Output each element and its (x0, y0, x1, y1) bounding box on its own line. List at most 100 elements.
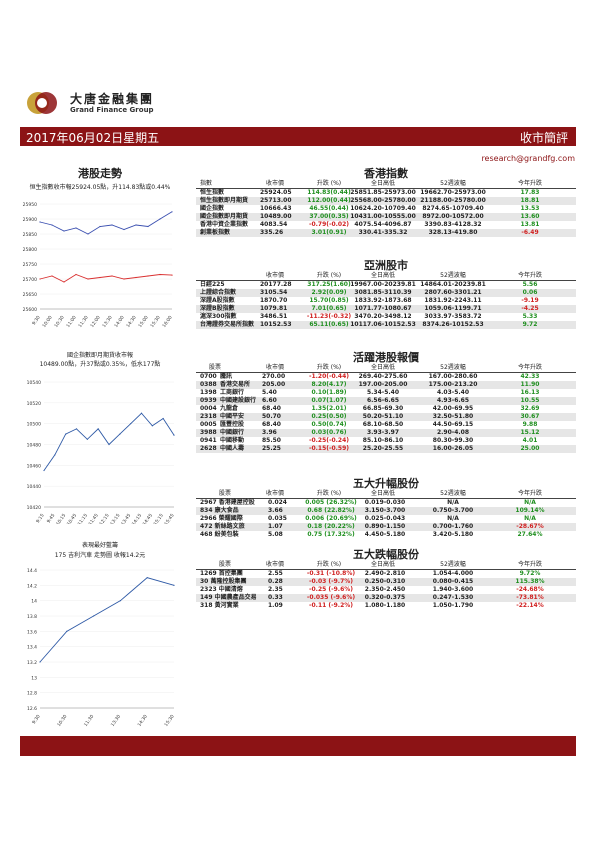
data-point (111, 224, 113, 226)
data-point (87, 278, 89, 280)
cell-change: 0.005 (26.32%) (305, 499, 357, 506)
cell-name: 國企指數即月期貨 (200, 213, 249, 220)
table-row: 日經225 20177.28 317.25(1.60) 19967.00-20239.… (196, 281, 576, 289)
data-point (65, 433, 67, 435)
header-cell: 升跌 (%) (316, 490, 342, 497)
cell-day-range: 0.320-0.375 (364, 594, 406, 601)
cell-52w-range: 32.50-51.80 (432, 413, 474, 420)
cell-name: 工商銀行 (220, 389, 245, 396)
cell-code: 0004 (200, 405, 217, 412)
x-tick-label: 12:15 (98, 513, 110, 524)
losers-table: 股票 收市價 升跌 (%) 全日高低 52週波幅 今年升跌 1269 首控集團 2.55 -0.… (196, 561, 576, 610)
cell-day-range: 0.025-0.043 (364, 515, 406, 522)
x-tick-label: 9:30 (31, 714, 42, 726)
data-point (43, 469, 45, 472)
y-tick-label: 25950 (23, 202, 37, 208)
cell-name: 國企指數 (200, 205, 225, 212)
cell-close: 5.40 (262, 389, 277, 396)
x-tick-label: 15:15 (152, 513, 164, 524)
cell-ytd: 17.83 (520, 189, 540, 196)
cell-52w-range: 21188.00-25780.00 (420, 197, 486, 204)
cell-52w-range: 4.93-6.65 (436, 397, 470, 404)
data-point (173, 584, 175, 586)
cell-close: 0.035 (268, 515, 287, 522)
data-point (151, 425, 153, 427)
table-row: 2967 香港建屋控股 0.024 0.005 (26.32%) 0.019-0.03… (196, 499, 576, 507)
cell-close: 270.00 (262, 373, 286, 380)
cell-close: 1079.81 (260, 305, 288, 312)
gainers-table: 股票 收市價 升跌 (%) 全日高低 52週波幅 今年升跌 2967 香港建屋控股 0.024… (196, 490, 576, 539)
cell-ytd: N/A (524, 515, 536, 522)
cell-52w-range: 1.050-1.790 (432, 602, 474, 609)
cell-close: 2.35 (268, 586, 283, 593)
cell-close: 25713.00 (260, 197, 292, 204)
y-tick-label: 10460 (27, 463, 41, 469)
cell-52w-range: 80.30-99.30 (432, 437, 474, 444)
cell-day-range: 5.34-5.40 (366, 389, 400, 396)
cell-day-range: 0.890-1.150 (364, 523, 406, 530)
data-point (75, 227, 77, 229)
cell-change: -11.23(-0.32) (306, 313, 352, 320)
cell-day-range: 197.00-205.00 (358, 381, 408, 388)
cell-change: -0.03 (-9.7%) (309, 578, 353, 585)
cell-ytd: -73.81% (516, 594, 544, 601)
cell-code: 1398 (200, 389, 217, 396)
x-tick-label: 11:45 (87, 513, 99, 524)
cell-ytd: 13.60 (520, 213, 540, 220)
x-tick-label: 15:45 (163, 513, 175, 524)
cell-ytd: 9.72% (519, 570, 541, 577)
cell-close: 0.28 (268, 578, 283, 585)
header-cell: 收市價 (265, 180, 284, 187)
x-tick-label: 14:30 (136, 714, 148, 727)
table-row: 834 康大食品 3.66 0.68 (22.82%) 3.150-3.700 0.75… (196, 507, 576, 515)
header-cell: 52週波幅 (440, 364, 466, 371)
x-tick-label: 11:30 (77, 315, 89, 329)
cell-close: 50.70 (262, 413, 281, 420)
data-point (159, 273, 161, 276)
cell-day-range: 10624.20-10709.40 (350, 205, 416, 212)
cell-day-range: 25851.85-25973.00 (350, 189, 416, 196)
cell-day-range: 1.080-1.180 (364, 602, 406, 609)
data-point (51, 275, 53, 277)
cell-close: 1.07 (268, 523, 283, 530)
cell-52w-range: 19662.70-25973.00 (420, 189, 486, 196)
active-table: 股票 收市價 升跌 (%) 全日高低 52週波幅 今年升跌 0700 騰訊 270.00 -1.2… (196, 364, 576, 453)
x-tick-label: 9:45 (46, 513, 57, 524)
x-tick-label: 14:45 (142, 513, 154, 524)
cell-change: 112.00(0.44) (307, 197, 351, 204)
header-cell: 52週波幅 (440, 180, 466, 187)
data-point (39, 221, 41, 223)
cell-stock: 30 萬隆控股集團 (200, 578, 247, 585)
cell-close: 2.55 (268, 570, 283, 577)
cell-52w-range: 44.50-69.15 (432, 421, 474, 428)
cell-day-range: 85.10-86.10 (362, 437, 404, 444)
cell-ytd: 4.01 (522, 437, 538, 444)
header-cell: 收市價 (265, 364, 284, 371)
x-tick-label: 13:30 (101, 315, 113, 329)
data-point (119, 600, 121, 602)
data-point (93, 615, 95, 617)
data-point (63, 281, 65, 283)
header-cell: 今年升跌 (517, 180, 542, 187)
header-cell: 全日高低 (370, 272, 395, 279)
cell-close: 5.08 (268, 531, 283, 538)
y-tick-label: 25900 (23, 217, 37, 223)
data-point (63, 230, 65, 232)
header-cell: 升跌 (%) (316, 561, 342, 568)
cell-52w-range: 3033.97-3583.72 (424, 313, 482, 320)
table-row: 2628 中國人壽 25.25 -0.15(-0.59) 25.20-25.55 16.0… (196, 445, 576, 453)
table-row: 468 紛美包裝 5.08 0.75 (17.32%) 4.450-5.180 3.42… (196, 531, 576, 539)
cell-52w-range: 0.700-1.760 (432, 523, 474, 530)
cell-change: 15.70(0.85) (309, 297, 349, 304)
cell-change: 0.07(1.07) (311, 397, 347, 404)
x-tick-label: 9:30 (31, 315, 42, 327)
cell-52w-range: 1.054-4.000 (432, 570, 474, 577)
hk-trend-title: 港股走勢 (78, 167, 122, 180)
cell-change: 0.10(1.89) (311, 389, 347, 396)
y-tick-label: 14.4 (27, 568, 37, 574)
cell-change: -0.15(-0.59) (308, 445, 350, 452)
cell-52w-range: 167.00-280.60 (428, 373, 478, 380)
data-point (39, 661, 41, 663)
research-email[interactable]: research@grandfg.com (481, 154, 575, 163)
table-row: 1269 首控集團 2.55 -0.31 (-10.8%) 2.490-2.810 1.… (196, 570, 576, 578)
